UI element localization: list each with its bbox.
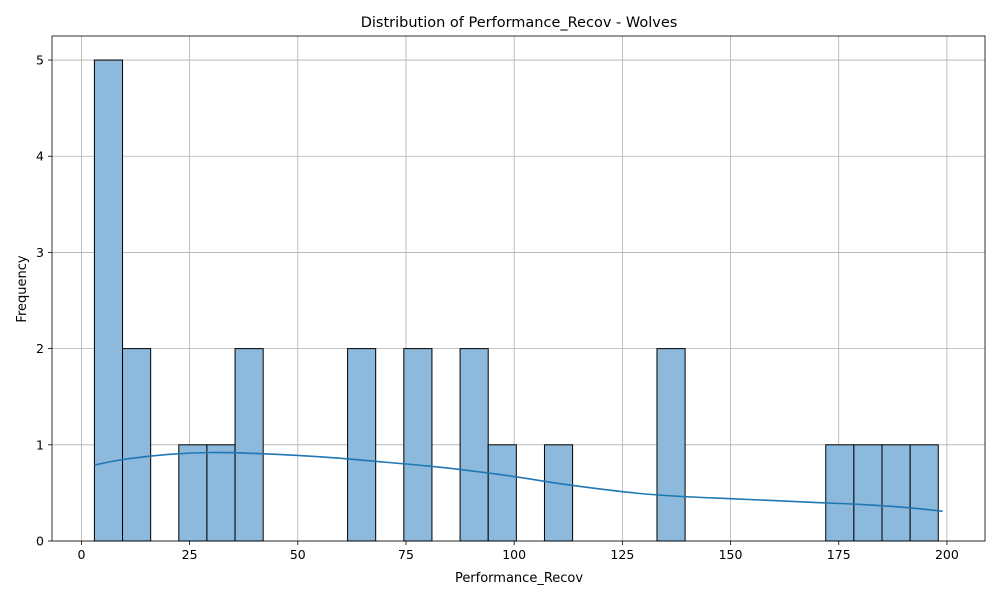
y-tick-label: 4 — [36, 149, 44, 164]
x-tick-label: 150 — [719, 547, 743, 562]
histogram-bar — [93, 59, 124, 542]
histogram-bar — [403, 348, 433, 542]
x-tick-label: 100 — [502, 547, 526, 562]
y-tick-label: 1 — [36, 437, 44, 452]
histogram-bar — [234, 348, 264, 542]
y-axis-label: Frequency — [15, 255, 30, 322]
histogram-bar — [825, 444, 855, 542]
kde-line — [94, 451, 943, 512]
histogram-bar — [206, 444, 236, 542]
y-tick-label: 3 — [36, 245, 44, 260]
x-tick-label: 75 — [398, 547, 414, 562]
y-tick-label: 5 — [36, 53, 44, 68]
x-tick-label: 50 — [290, 547, 306, 562]
histogram-bar — [881, 444, 911, 542]
histogram-bar — [178, 444, 208, 542]
x-tick-label: 175 — [827, 547, 851, 562]
y-tick-label: 2 — [36, 341, 44, 356]
y-tick-label: 0 — [36, 534, 44, 549]
histogram-bar — [459, 348, 489, 542]
chart-title: Distribution of Performance_Recov - Wolv… — [361, 15, 678, 31]
kde-curve — [94, 451, 943, 512]
histogram-bar — [543, 444, 574, 542]
x-tick-label: 0 — [77, 547, 85, 562]
x-tick-label: 200 — [935, 547, 959, 562]
histogram-bar — [656, 348, 686, 542]
histogram-bar — [909, 444, 939, 542]
plot-frame — [51, 35, 986, 542]
x-axis-ticks: 0 25 50 75 100 125 150 175 200 — [77, 541, 959, 562]
x-axis-label: Performance_Recov — [455, 571, 583, 586]
histogram-bar — [122, 348, 152, 542]
histogram-bar — [487, 444, 517, 542]
x-tick-label: 125 — [610, 547, 634, 562]
x-tick-label: 25 — [182, 547, 198, 562]
histogram-bar — [347, 348, 377, 542]
y-axis-ticks: 0 1 2 3 4 5 — [36, 53, 52, 549]
histogram-bar — [853, 444, 883, 542]
histogram-bars — [93, 59, 939, 542]
